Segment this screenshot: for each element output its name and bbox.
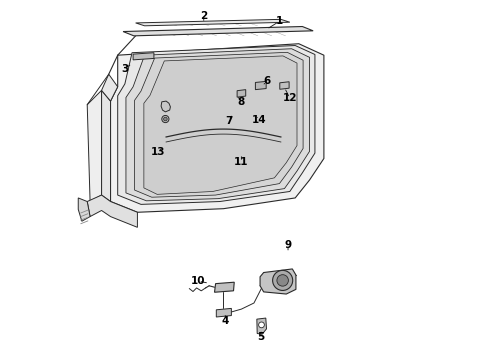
Polygon shape (133, 53, 154, 60)
Polygon shape (161, 101, 171, 112)
Text: 12: 12 (283, 93, 297, 103)
Text: 13: 13 (151, 147, 166, 157)
Polygon shape (101, 90, 111, 202)
Circle shape (164, 117, 167, 121)
Circle shape (259, 322, 265, 328)
Polygon shape (78, 198, 90, 221)
Text: 3: 3 (121, 64, 128, 74)
Circle shape (272, 270, 293, 291)
Polygon shape (135, 52, 303, 197)
Text: 4: 4 (221, 316, 229, 325)
Text: 8: 8 (238, 97, 245, 107)
Circle shape (277, 275, 289, 286)
Polygon shape (111, 44, 324, 212)
Polygon shape (215, 282, 234, 292)
Polygon shape (87, 90, 101, 202)
Polygon shape (126, 49, 310, 201)
Text: 5: 5 (258, 332, 265, 342)
Polygon shape (136, 19, 290, 26)
Polygon shape (87, 195, 137, 227)
Polygon shape (237, 90, 245, 97)
Text: 14: 14 (252, 115, 267, 125)
Text: 9: 9 (285, 240, 292, 250)
Text: 6: 6 (263, 76, 270, 86)
Circle shape (162, 116, 169, 123)
Polygon shape (280, 82, 289, 89)
Polygon shape (257, 318, 267, 334)
Polygon shape (260, 269, 296, 294)
Text: 10: 10 (191, 276, 206, 286)
Polygon shape (255, 81, 266, 90)
Polygon shape (216, 309, 231, 317)
Text: 1: 1 (275, 17, 283, 27)
Polygon shape (118, 45, 315, 204)
Polygon shape (101, 74, 118, 101)
Text: 7: 7 (225, 116, 233, 126)
Text: 2: 2 (200, 11, 207, 21)
Text: 11: 11 (234, 157, 248, 167)
Polygon shape (144, 56, 297, 194)
Polygon shape (123, 27, 313, 36)
